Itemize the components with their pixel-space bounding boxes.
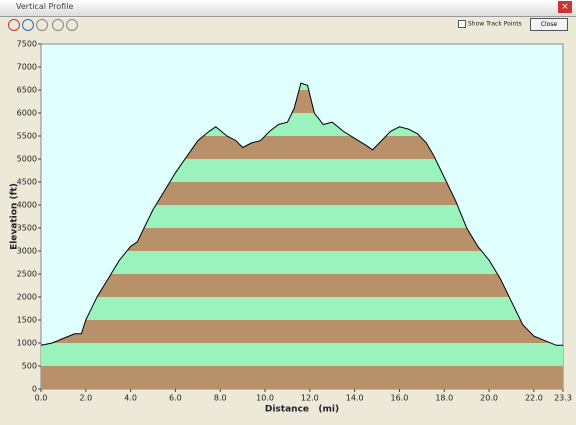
x-axis-title: Distance (mi) — [265, 405, 339, 415]
checkbox[interactable]: Show Track Points — [458, 20, 522, 28]
x-tick-label: 14.0 — [346, 394, 364, 403]
y-tick-label: 5500 — [17, 132, 37, 141]
y-tick-label: 6500 — [17, 86, 37, 95]
bands — [41, 83, 563, 389]
y-tick-label: 1000 — [17, 339, 37, 348]
elevation-band — [41, 274, 563, 297]
x-tick-label: 2.0 — [79, 394, 92, 403]
x-tick-label: 8.0 — [214, 394, 227, 403]
profile-line — [40, 82, 563, 346]
zoom-out[interactable] — [66, 19, 78, 31]
x-tick-label: 16.0 — [391, 394, 409, 403]
x-tick-label: 22.0 — [525, 394, 543, 403]
tool[interactable] — [22, 19, 34, 31]
y-tick-label: 3500 — [17, 224, 37, 233]
y-tick-label: 1500 — [17, 316, 37, 325]
elevation-band — [41, 366, 563, 389]
elevation-band — [41, 297, 563, 320]
x-tick-label: 6.0 — [169, 394, 182, 403]
tool[interactable] — [36, 19, 48, 31]
elevation-band — [41, 228, 563, 251]
x-tick-label: 0.0 — [35, 394, 48, 403]
chart: 0 500 1000 1500 2000 2500 3000 3500 4000 4500 5000… — [10, 40, 572, 415]
tool[interactable] — [8, 19, 20, 31]
elevation-band — [41, 182, 563, 205]
elevation-band — [41, 320, 563, 343]
checkbox-label: Show Track Points — [468, 20, 522, 28]
x-tick-label: 10.0 — [256, 394, 274, 403]
y-tick-label: 2500 — [17, 270, 37, 279]
y-tick-label: 6000 — [17, 109, 37, 118]
y-tick-label: 4000 — [17, 201, 37, 210]
y-tick-label: 0 — [32, 385, 37, 394]
x-tick-label: 23.3 — [554, 394, 572, 403]
elevation-band — [41, 205, 563, 228]
close-button[interactable]: Close — [530, 18, 568, 31]
y-axis-title: Elevation (ft) — [10, 183, 20, 250]
x-tick-label: 20.0 — [480, 394, 498, 403]
window-title: Vertical Profile — [16, 2, 74, 11]
elevation-band — [41, 251, 563, 274]
close-x[interactable]: × — [558, 1, 572, 13]
title-bar: Vertical Profile × — [0, 0, 576, 17]
zoom-in[interactable] — [52, 19, 64, 31]
y-tick-label: 2000 — [17, 293, 37, 302]
x-tick-label: 12.0 — [301, 394, 319, 403]
y-tick-label: 500 — [22, 362, 37, 371]
x-tick-label: 18.0 — [435, 394, 453, 403]
y-tick-label: 3000 — [17, 247, 37, 256]
y-tick-label: 7500 — [17, 40, 37, 49]
elevation-band — [41, 343, 563, 366]
y-tick-label: 5000 — [17, 155, 37, 164]
x-tick-label: 4.0 — [124, 394, 137, 403]
y-tick-label: 7000 — [17, 63, 37, 72]
y-tick-label: 4500 — [17, 178, 37, 187]
elevation-band — [41, 83, 563, 90]
